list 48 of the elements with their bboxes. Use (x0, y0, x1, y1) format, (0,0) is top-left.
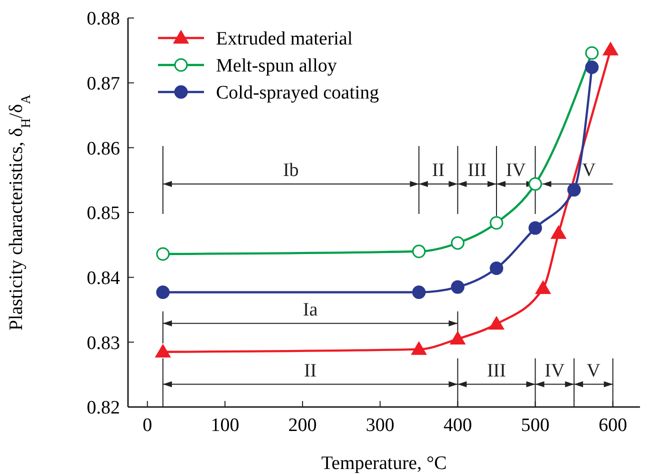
x-tick-label: 500 (521, 415, 550, 436)
y-tick-label: 0.85 (86, 203, 120, 224)
y-tick-label: 0.84 (86, 268, 120, 289)
annotation: V (586, 360, 601, 382)
legend-label: Melt-spun alloy (216, 56, 338, 77)
annotation: III (486, 360, 506, 382)
x-tick-label: 200 (288, 415, 317, 436)
legend-label: Cold-sprayed coating (216, 82, 380, 104)
y-tick-label: 0.82 (86, 398, 120, 419)
y-tick-label: 0.83 (86, 332, 120, 354)
point (585, 46, 599, 60)
point (550, 226, 566, 239)
point (450, 236, 464, 250)
annotation: V (582, 160, 596, 181)
point (450, 331, 466, 345)
point (528, 177, 542, 191)
point (585, 60, 599, 74)
x-tick-label: 400 (443, 415, 472, 436)
legend-label: Extruded material (216, 28, 353, 50)
x-tick-label: 0 (142, 415, 152, 436)
point (528, 221, 542, 235)
y-tick-label: 0.87 (86, 73, 120, 94)
y-tick-label: 0.86 (86, 138, 120, 160)
annotation: III (468, 160, 487, 181)
point (535, 280, 551, 294)
point (602, 42, 618, 56)
point (155, 344, 171, 358)
annotation: Ib (282, 160, 299, 181)
annotation: II (304, 360, 317, 382)
annotation: II (432, 160, 445, 181)
point (567, 183, 581, 197)
x-axis-title: Temperature, °C (321, 453, 447, 474)
point (450, 280, 464, 294)
point (156, 285, 170, 299)
annotation: IV (544, 360, 565, 382)
x-tick-label: 300 (366, 415, 394, 436)
point (488, 316, 504, 330)
x-tick-label: 100 (210, 415, 240, 436)
annotation: Ia (302, 299, 318, 320)
point (490, 262, 504, 276)
x-tick-label: 600 (598, 415, 628, 436)
point (156, 247, 170, 261)
point (412, 244, 426, 258)
y-tick-label: 0.88 (86, 8, 120, 30)
annotation: IV (506, 160, 526, 181)
point (412, 285, 426, 299)
point (411, 342, 427, 355)
point (490, 216, 504, 230)
